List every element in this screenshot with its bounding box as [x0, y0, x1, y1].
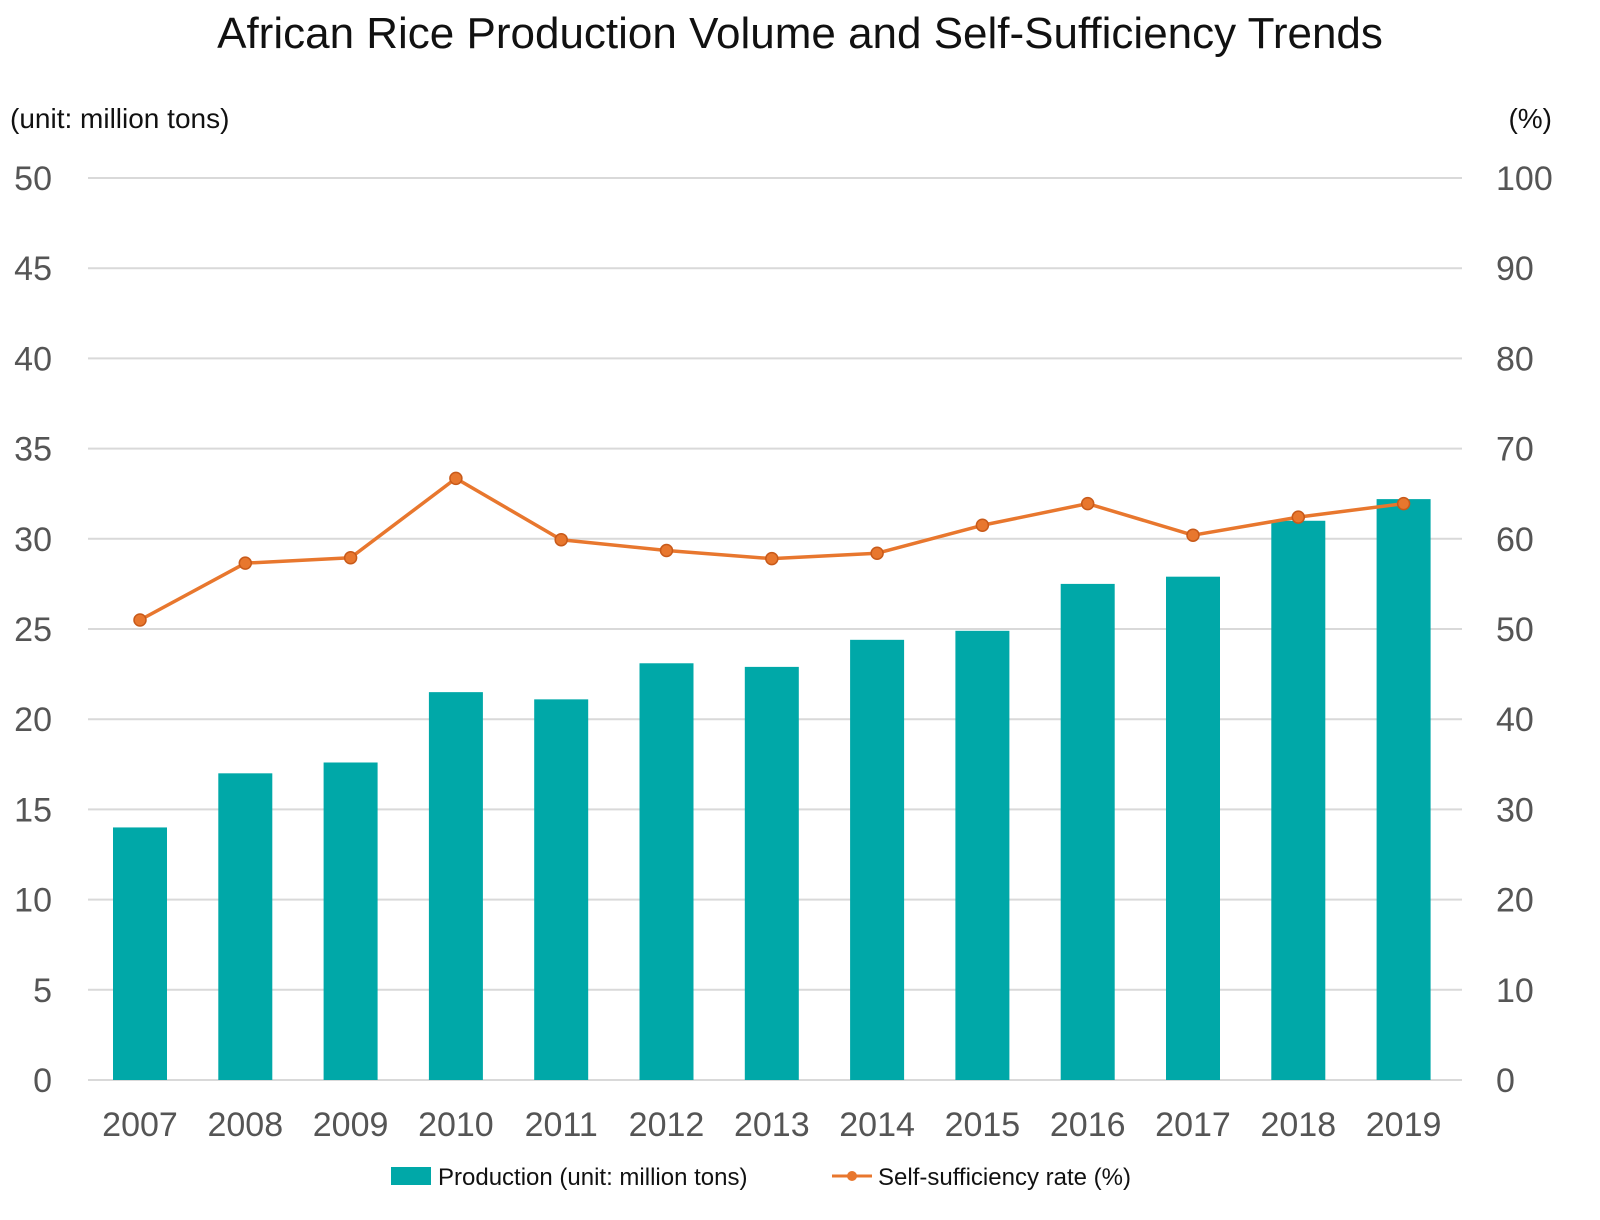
- left-axis-tick-label: 5: [33, 972, 52, 1010]
- left-axis-unit-label: (unit: million tons): [10, 103, 229, 134]
- x-axis-tick-label: 2008: [207, 1106, 283, 1144]
- left-axis-tick-label: 25: [14, 611, 52, 649]
- legend-swatch-marker: [847, 1171, 857, 1181]
- left-axis-tick-label: 50: [14, 160, 52, 198]
- left-axis-tick-label: 10: [14, 882, 52, 920]
- x-axis-tick-label: 2010: [418, 1106, 494, 1144]
- x-axis-tick-label: 2011: [525, 1106, 598, 1144]
- production-bar: [1166, 576, 1220, 1080]
- self-sufficiency-point: [975, 518, 990, 533]
- self-sufficiency-point: [449, 471, 463, 486]
- production-bar: [639, 663, 694, 1080]
- x-axis-tick-label: 2014: [839, 1106, 915, 1144]
- self-sufficiency-point: [1080, 496, 1095, 511]
- right-axis-tick-label: 40: [1496, 701, 1534, 739]
- self-sufficiency-point: [238, 556, 253, 570]
- right-axis-unit-label: (%): [1508, 103, 1552, 134]
- right-axis-tick-label: 90: [1496, 250, 1534, 288]
- left-axis-tick-label: 20: [14, 701, 52, 739]
- left-axis-tick-label: 45: [14, 250, 52, 288]
- x-axis-tick-label: 2017: [1155, 1106, 1231, 1144]
- production-bar: [850, 639, 905, 1080]
- x-axis-tick-label: 2019: [1366, 1106, 1442, 1144]
- self-sufficiency-point: [1186, 528, 1200, 542]
- x-axis-tick-label: 2016: [1050, 1106, 1126, 1144]
- x-axis-ticks: 2007 2008 2009 2010 2011 2012 2013 2014 2015 2016…: [102, 1106, 1441, 1144]
- production-bar: [955, 630, 1010, 1080]
- left-axis-tick-label: 0: [33, 1062, 52, 1100]
- self-sufficiency-point: [765, 551, 779, 566]
- self-sufficiency-line: [133, 471, 1411, 627]
- left-axis-tick-label: 40: [14, 340, 52, 378]
- self-sufficiency-point: [554, 532, 568, 547]
- left-axis-ticks: 0 5 10 15 20 25 30 35 40 45 50: [14, 160, 52, 1100]
- legend-swatch-production: [391, 1167, 431, 1185]
- right-axis-tick-label: 10: [1496, 972, 1534, 1010]
- x-axis-tick-label: 2009: [313, 1106, 389, 1144]
- right-axis-tick-label: 30: [1496, 791, 1534, 829]
- chart-title: African Rice Production Volume and Self-…: [217, 9, 1383, 58]
- production-bars: [113, 499, 1431, 1080]
- production-bar: [218, 773, 273, 1080]
- legend-label-production: Production (unit: million tons): [438, 1164, 747, 1191]
- x-axis-tick-label: 2013: [734, 1106, 810, 1144]
- production-bar: [744, 666, 799, 1080]
- right-axis-tick-label: 20: [1496, 882, 1534, 920]
- x-axis-tick-label: 2018: [1260, 1106, 1336, 1144]
- right-axis-tick-label: 100: [1496, 160, 1553, 198]
- right-axis-ticks: 0 10 20 30 40 50 60 70 80 90 100: [1496, 160, 1553, 1100]
- production-bar: [1376, 499, 1431, 1080]
- right-axis-tick-label: 80: [1496, 340, 1534, 378]
- production-bar: [1060, 583, 1115, 1080]
- x-axis-tick-label: 2015: [945, 1106, 1021, 1144]
- left-axis-tick-label: 35: [14, 431, 52, 469]
- right-axis-tick-label: 50: [1496, 611, 1534, 649]
- legend-label-self-sufficiency: Self-sufficiency rate (%): [878, 1164, 1131, 1191]
- left-axis-tick-label: 30: [14, 521, 52, 559]
- x-axis-tick-label: 2012: [629, 1106, 705, 1144]
- self-sufficiency-point: [1291, 510, 1306, 524]
- self-sufficiency-point: [1396, 496, 1411, 511]
- legend: Production (unit: million tons) Self-suff…: [391, 1164, 1131, 1191]
- x-axis-tick-label: 2007: [102, 1106, 178, 1144]
- right-axis-tick-label: 60: [1496, 521, 1534, 559]
- self-sufficiency-point: [133, 613, 147, 627]
- self-sufficiency-point: [870, 546, 884, 560]
- production-bar: [323, 762, 378, 1080]
- production-bar: [1271, 520, 1326, 1080]
- production-bar: [428, 692, 483, 1080]
- production-bar: [534, 699, 589, 1080]
- self-sufficiency-point: [343, 550, 358, 565]
- left-axis-tick-label: 15: [14, 791, 52, 829]
- right-axis-tick-label: 0: [1496, 1062, 1515, 1100]
- right-axis-tick-label: 70: [1496, 431, 1534, 469]
- production-bar: [113, 827, 167, 1080]
- self-sufficiency-point: [659, 543, 674, 558]
